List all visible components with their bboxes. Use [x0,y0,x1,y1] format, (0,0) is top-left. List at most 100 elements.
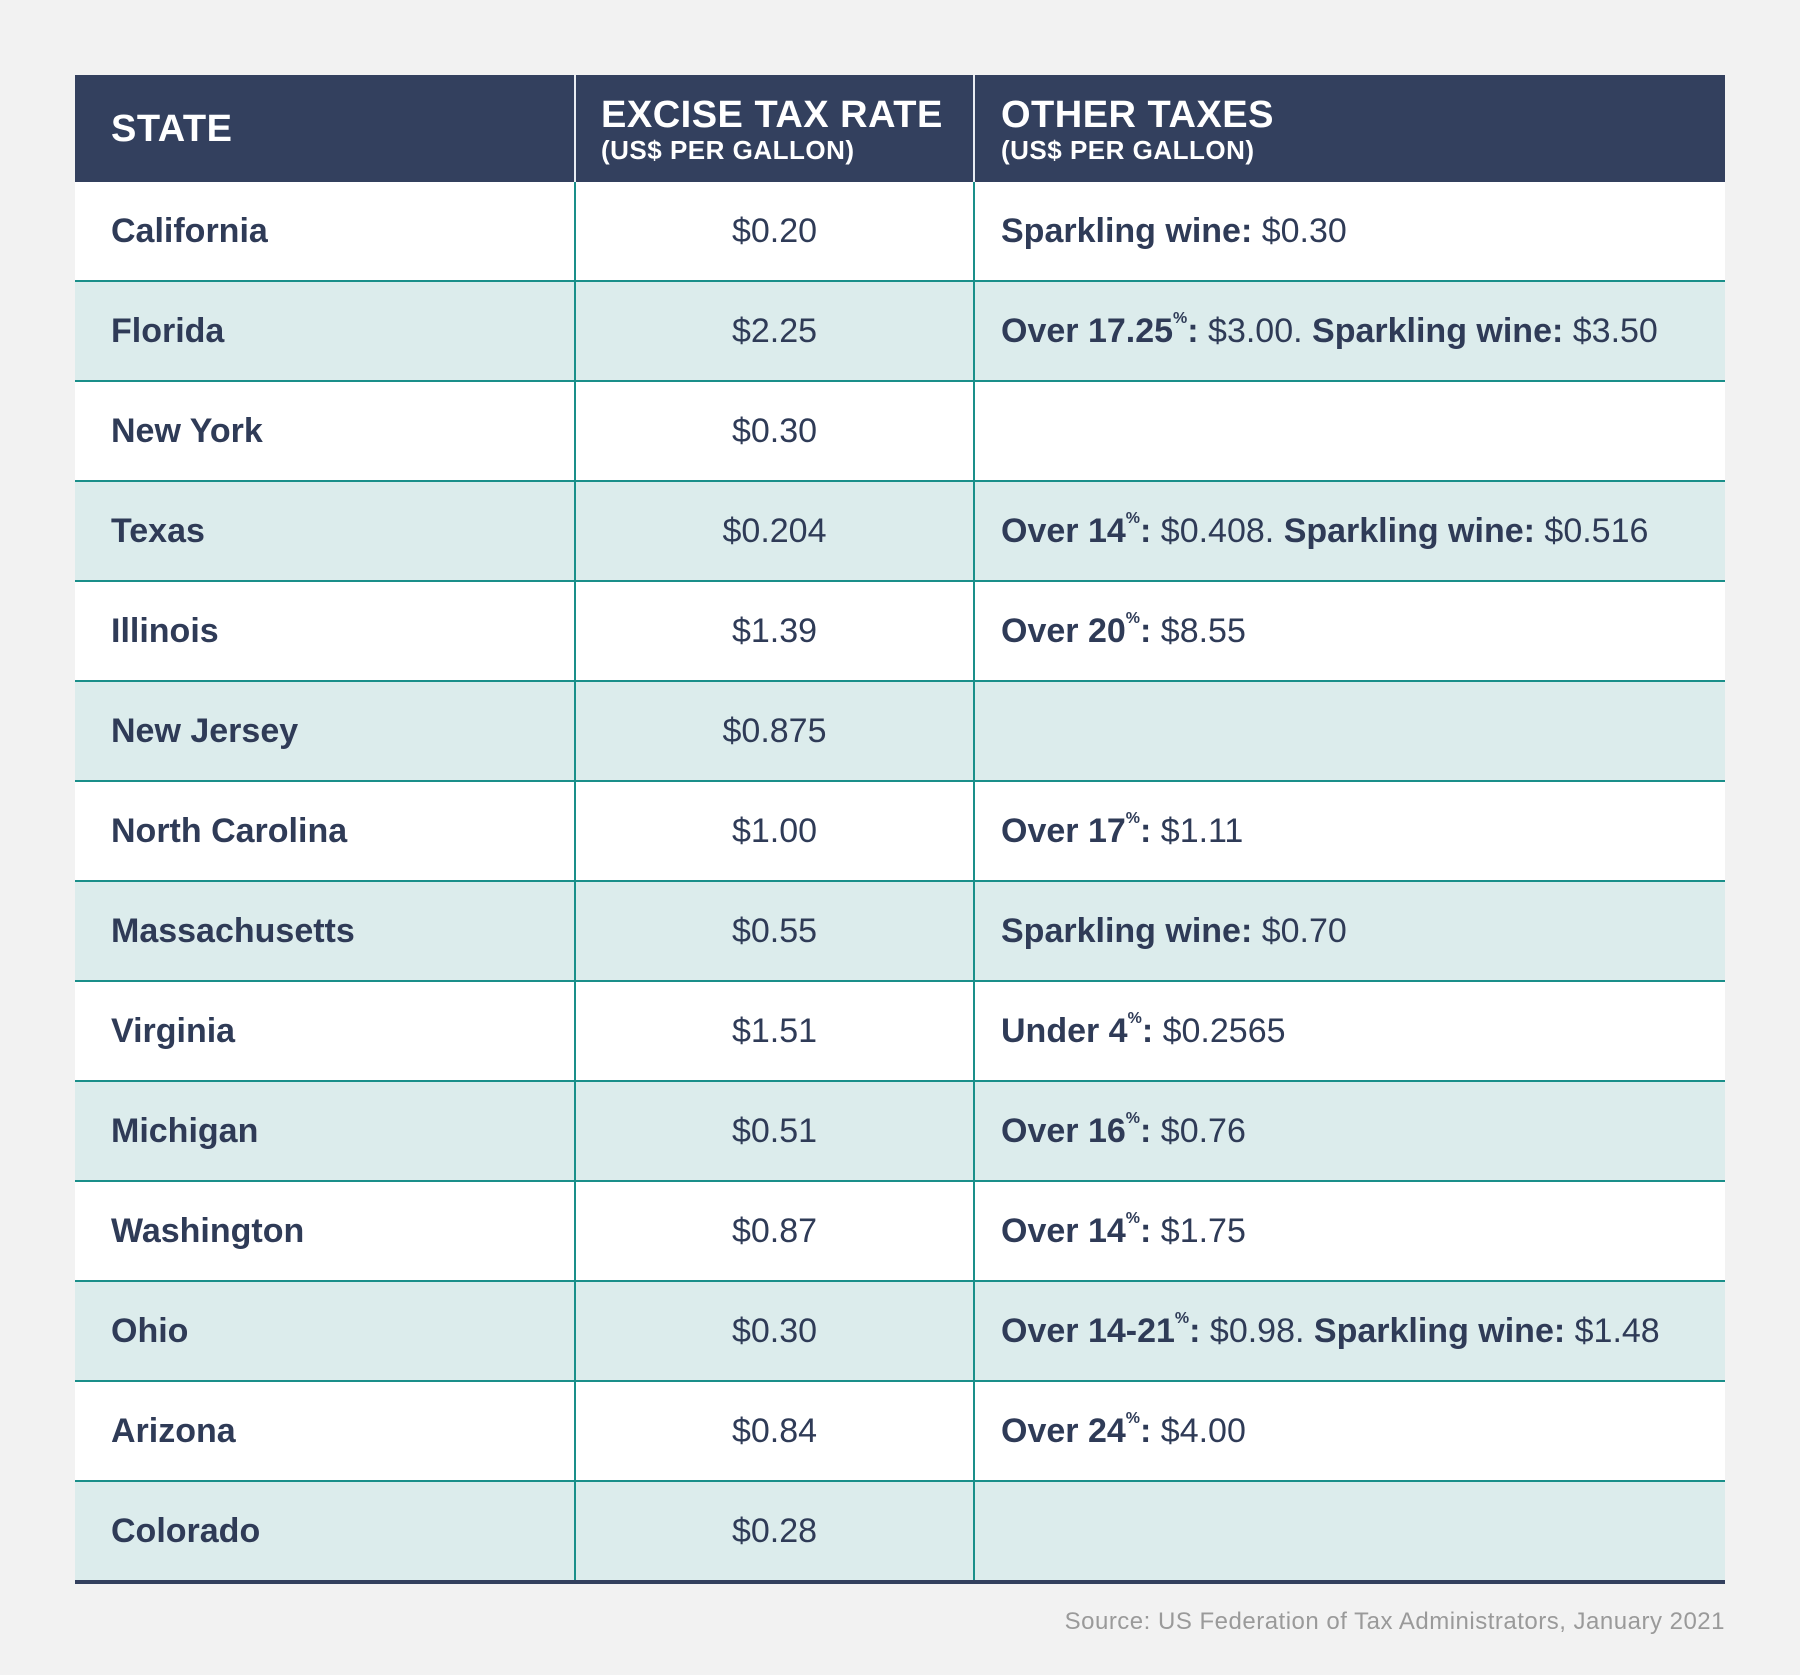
other-taxes-cell [974,1480,1725,1580]
state-cell: Washington [75,1180,576,1281]
excise-rate-cell: $1.39 [575,580,975,681]
state-cell: Ohio [75,1280,576,1381]
header-row: STATE EXCISE TAX RATE (US$ PER GALLON) O… [75,75,1725,182]
other-tax-label: Over 24%: [1001,1410,1151,1450]
other-tax-label-text: Sparkling wine: [1001,211,1253,250]
other-tax-label: Under 4%: [1001,1009,1153,1050]
other-tax-value: $0.2565 [1162,1011,1286,1050]
other-taxes-cell: Over 17.25%: $3.00. Sparkling wine: $3.5… [974,280,1725,381]
wine-tax-table: STATE EXCISE TAX RATE (US$ PER GALLON) O… [75,75,1725,1580]
state-cell: Colorado [75,1480,576,1580]
other-tax-value: $0.30 [1261,211,1347,250]
header-other-subtitle: (US$ PER GALLON) [1001,134,1255,165]
percent-sign: % [1125,509,1140,527]
other-tax-label-text: Over 14-21 [1001,1311,1175,1350]
table-row: Washington $0.87 Over 14%: $1.75 [75,1180,1725,1281]
label-separator: : [1187,311,1199,350]
excise-rate-cell: $0.87 [575,1180,975,1281]
excise-rate-cell: $1.51 [575,980,975,1081]
state-cell: Illinois [75,580,576,681]
excise-rate-cell: $0.30 [575,380,975,481]
other-tax-entry: Over 20%: $8.55 [1001,610,1246,650]
excise-rate-cell: $0.28 [575,1480,975,1580]
other-tax-entry: Over 17%: $1.11 [1001,809,1244,850]
label-separator: : [1140,1111,1152,1150]
state-cell: Florida [75,280,576,381]
other-tax-label: Sparkling wine: [1312,312,1563,350]
other-tax-label-text: Sparkling wine: [1313,1311,1566,1350]
other-tax-label-text: Sparkling wine: [1312,311,1564,350]
other-tax-entry: Over 14%: $0.408. [1001,509,1275,550]
label-separator: : [1140,611,1152,650]
percent-sign: % [1125,1209,1140,1227]
tax-table-container: STATE EXCISE TAX RATE (US$ PER GALLON) O… [75,75,1725,1584]
excise-rate-cell: $2.25 [575,280,975,381]
other-tax-entry: Over 24%: $4.00 [1001,1410,1246,1450]
label-separator: : [1140,1211,1152,1250]
state-cell: New York [75,380,576,481]
header-state: STATE [75,75,576,182]
other-taxes-cell: Over 16%: $0.76 [974,1080,1725,1181]
excise-rate-cell: $0.20 [575,182,975,281]
other-tax-entry: Under 4%: $0.2565 [1001,1009,1286,1050]
other-taxes-cell: Over 24%: $4.00 [974,1380,1725,1481]
other-tax-value: $0.98. [1209,1311,1305,1350]
percent-sign: % [1127,1009,1142,1027]
table-row: Texas $0.204 Over 14%: $0.408. Sparkling w… [75,480,1725,581]
other-taxes-cell: Over 14%: $0.408. Sparkling wine: $0.516 [974,480,1725,581]
state-cell: Michigan [75,1080,576,1181]
excise-rate-cell: $0.55 [575,880,975,981]
label-separator: : [1140,811,1152,850]
other-tax-label-text: Under 4 [1001,1011,1128,1050]
other-tax-value: $4.00 [1160,1411,1246,1450]
other-tax-value: $0.76 [1160,1111,1246,1150]
other-tax-label-text: Over 24 [1001,1411,1126,1450]
table-row: California $0.20 Sparkling wine: $0.30 [75,182,1725,281]
percent-sign: % [1125,809,1140,827]
other-taxes-cell [974,380,1725,481]
other-tax-value: $1.75 [1160,1211,1246,1250]
header-other: OTHER TAXES (US$ PER GALLON) [974,75,1725,182]
state-cell: New Jersey [75,680,576,781]
other-tax-entry: Sparkling wine: $0.516 [1284,512,1649,550]
other-tax-entry: Sparkling wine: $3.50 [1312,312,1658,350]
excise-rate-cell: $1.00 [575,780,975,881]
other-tax-value: $0.516 [1544,511,1649,550]
excise-rate-cell: $0.84 [575,1380,975,1481]
state-cell: North Carolina [75,780,576,881]
other-tax-entry: Sparkling wine: $0.30 [1001,212,1347,250]
other-tax-value: $8.55 [1160,611,1246,650]
other-tax-label-text: Over 17.25 [1001,311,1174,350]
state-cell: Arizona [75,1380,576,1481]
table-row: Ohio $0.30 Over 14-21%: $0.98. Sparkling w… [75,1280,1725,1381]
state-cell: Virginia [75,980,576,1081]
other-tax-label-text: Over 14 [1001,511,1126,550]
other-tax-value: $1.11 [1160,811,1244,850]
other-tax-label: Over 20%: [1001,610,1152,650]
other-tax-label-text: Over 20 [1001,611,1126,650]
excise-rate-cell: $0.30 [575,1280,975,1381]
other-tax-entry: Over 16%: $0.76 [1001,1110,1246,1150]
table-row: Virginia $1.51 Under 4%: $0.2565 [75,980,1725,1081]
other-tax-entry: Over 14%: $1.75 [1001,1209,1246,1250]
table-row: New York $0.30 [75,380,1725,481]
table-row: North Carolina $1.00 Over 17%: $1.11 [75,780,1725,881]
table-row: Michigan $0.51 Over 16%: $0.76 [75,1080,1725,1181]
excise-rate-cell: $0.875 [575,680,975,781]
other-tax-label-text: Over 17 [1001,811,1126,850]
state-cell: Texas [75,480,576,581]
other-tax-value: $3.00. [1208,311,1303,350]
other-tax-label: Over 16%: [1001,1110,1152,1150]
table-header: STATE EXCISE TAX RATE (US$ PER GALLON) O… [75,75,1725,182]
other-tax-entry: Sparkling wine: $0.70 [1001,912,1347,950]
other-taxes-cell: Over 20%: $8.55 [974,580,1725,681]
table-row: Colorado $0.28 [75,1480,1725,1580]
other-tax-value: $0.408. [1160,511,1275,550]
other-tax-label: Over 14%: [1001,509,1151,550]
excise-rate-cell: $0.51 [575,1080,975,1181]
percent-sign: % [1174,1309,1190,1327]
state-cell: Massachusetts [75,880,576,981]
other-tax-label: Over 17%: [1001,809,1152,850]
other-tax-value: $1.48 [1574,1311,1660,1350]
other-tax-label-text: Over 16 [1001,1111,1126,1150]
